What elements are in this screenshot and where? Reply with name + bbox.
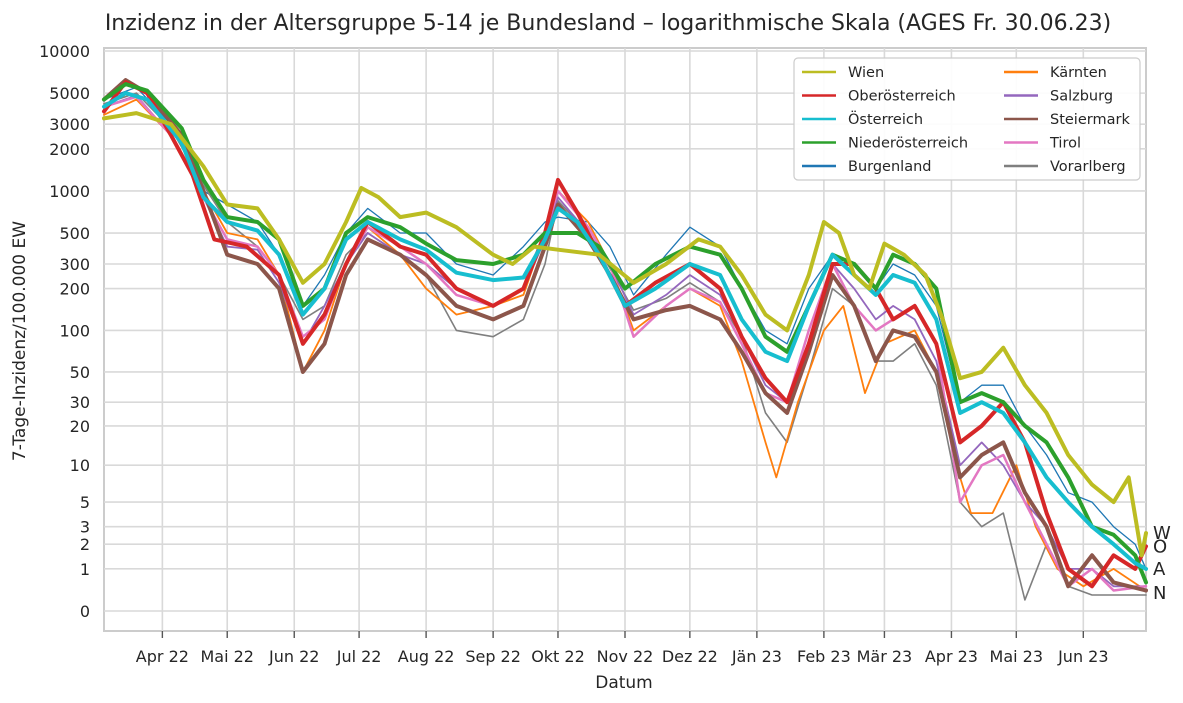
x-tick-label: Aug 22 xyxy=(398,647,455,666)
end-label: O xyxy=(1153,536,1167,557)
legend-entry: Salzburg xyxy=(1050,89,1113,105)
legend-entry: Burgenland xyxy=(848,159,931,175)
x-tick-label: Sep 22 xyxy=(465,647,521,666)
y-tick-label: 5 xyxy=(80,493,90,512)
legend-entry: Steiermark xyxy=(1050,112,1130,128)
x-tick-label: Dez 22 xyxy=(662,647,718,666)
legend-entry: Oberösterreich xyxy=(848,89,956,105)
legend-entry: Niederösterreich xyxy=(848,136,968,152)
y-tick-label: 10000 xyxy=(39,42,90,61)
y-tick-label: 3 xyxy=(80,518,90,537)
x-axis-ticks: Apr 22 Mai 22 Jun 22 Jul 22 Aug 22 Sep 22 Okt … xyxy=(136,631,1109,666)
legend-entry: Österreich xyxy=(848,110,923,128)
y-tick-label: 2 xyxy=(80,535,90,554)
series-line-steiermark xyxy=(102,78,1148,593)
legend-entry: Tirol xyxy=(1049,136,1081,152)
x-tick-label: Apr 22 xyxy=(136,647,189,666)
x-tick-label: Feb 23 xyxy=(797,647,851,666)
y-tick-label: 5000 xyxy=(49,84,90,103)
y-tick-label: 100 xyxy=(59,321,90,340)
legend-box xyxy=(793,57,1141,181)
y-tick-label: 20 xyxy=(70,417,90,436)
legend-entry: Wien xyxy=(848,65,884,81)
x-tick-label: Okt 22 xyxy=(531,647,585,666)
y-tick-label: 500 xyxy=(59,224,90,243)
y-tick-label: 1 xyxy=(80,560,90,579)
x-tick-label: Jul 22 xyxy=(336,647,382,666)
y-tick-label: 2000 xyxy=(49,140,90,159)
series-line-niederösterreich xyxy=(102,82,1148,585)
legend-entry: Kärnten xyxy=(1050,65,1107,81)
y-tick-label: 300 xyxy=(59,255,90,274)
end-label: W xyxy=(1153,523,1171,544)
x-tick-label: Jun 23 xyxy=(1057,647,1108,666)
series-line-österreich xyxy=(102,91,1148,571)
y-tick-label: 3000 xyxy=(49,115,90,134)
x-tick-label: Jun 22 xyxy=(268,647,319,666)
x-tick-label: Mai 22 xyxy=(200,647,254,666)
y-tick-label: 10 xyxy=(70,456,90,475)
x-tick-label: Mai 23 xyxy=(990,647,1044,666)
y-axis-label: 7-Tage-Inzidenz/100.000 EW xyxy=(10,221,30,461)
x-tick-label: Nov 22 xyxy=(597,647,654,666)
series-line-vorarlberg xyxy=(103,92,1147,601)
y-tick-label: 200 xyxy=(59,280,90,299)
grid-lines xyxy=(104,48,1146,631)
legend: Wien Oberösterreich Österreich Niederösterr… xyxy=(793,57,1141,181)
legend-entry: Vorarlberg xyxy=(1050,159,1126,175)
x-tick-label: Jän 23 xyxy=(731,647,782,666)
y-tick-label: 0 xyxy=(80,602,90,621)
end-label: N xyxy=(1153,583,1166,604)
x-tick-label: Apr 23 xyxy=(925,647,978,666)
x-axis-label: Datum xyxy=(595,673,653,693)
y-axis-ticks: 0 1 23 5 10 20 30 50 100 200 300 500 1000 2000 3000 500… xyxy=(39,42,90,621)
x-tick-label: Mär 23 xyxy=(857,647,913,666)
y-tick-label: 50 xyxy=(70,363,90,382)
series-line-tirol xyxy=(102,95,1148,592)
y-tick-label: 30 xyxy=(70,393,90,412)
series-line-wien xyxy=(102,111,1148,558)
series-layer xyxy=(102,78,1148,601)
chart-title: Inzidenz in der Altersgruppe 5-14 je Bun… xyxy=(105,11,1111,36)
end-label: A xyxy=(1153,559,1166,580)
y-tick-label: 1000 xyxy=(49,182,90,201)
